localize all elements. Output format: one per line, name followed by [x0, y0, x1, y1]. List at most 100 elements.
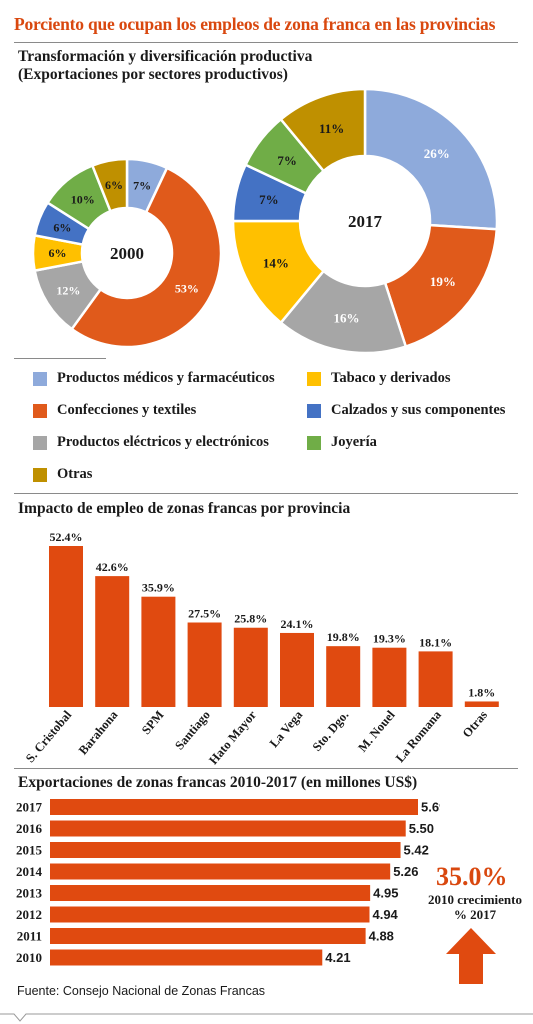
donut-2000-label-3: 6% [49, 246, 67, 260]
legend-label: Calzados y sus componentes [331, 402, 506, 418]
donut-2017-label-5: 7% [277, 153, 297, 168]
bar-value-label-6: 19.8% [327, 630, 360, 644]
donut-2000-label-4: 6% [53, 221, 71, 235]
legend-swatch [33, 371, 47, 386]
donut-2017-label-3: 14% [263, 255, 289, 270]
hbar-year-label-7: 2010 [16, 950, 42, 965]
bar-category-label-3: Santiago [172, 708, 213, 753]
legend-swatch [307, 371, 321, 386]
section2-divider [14, 493, 518, 494]
donut-2000-label-5: 10% [71, 193, 95, 207]
bar-category-label-7: M. Nouel [355, 708, 398, 755]
bar-8 [418, 651, 453, 707]
legend-item: Productos médicos y farmacéuticos [33, 370, 275, 387]
donut-2017-label-2: 16% [334, 310, 360, 325]
bar-5 [280, 632, 314, 707]
donut-2000-label-0: 7% [133, 178, 151, 192]
hbar-1 [50, 820, 406, 837]
donut-2000: 7%53%12%6%6%10%6%2000 [31, 157, 223, 349]
legend-label: Productos eléctricos y electrónicos [57, 434, 269, 450]
section3-title: Exportaciones de zonas francas 2010-2017… [18, 774, 418, 791]
exports-bar-chart: 2017 5.69 2016 5.50 2015 5.42 2014 5.26 2013 4.95… [16, 799, 440, 966]
bar-value-label-3: 27.5% [188, 607, 221, 621]
bar-category-label-8: La Romana [393, 707, 445, 765]
bar-4 [233, 627, 268, 707]
bar-value-label-4: 25.8% [234, 612, 267, 626]
hbar-value-label-7: 4.21 [325, 950, 350, 965]
growth-arrow-icon [446, 928, 496, 984]
bar-6 [326, 646, 361, 707]
legend-label: Tabaco y derivados [331, 370, 451, 386]
donut-2000-label-6: 6% [105, 178, 123, 192]
bar-category-label-2: SPM [139, 708, 167, 737]
hbar-value-label-3: 5.26 [393, 864, 418, 879]
legend-item: Productos eléctricos y electrónicos [33, 434, 269, 451]
page-title: Porciento que ocupan los empleos de zona… [14, 14, 496, 34]
section1-title: Transformación y diversificación product… [18, 48, 313, 65]
hbar-year-label-5: 2012 [16, 907, 42, 922]
donut-2017-slice-0 [363, 87, 499, 231]
bar-category-label-1: Barahona [76, 707, 121, 757]
bar-value-label-1: 42.6% [96, 560, 129, 574]
bar-3 [187, 622, 222, 707]
legend-item: Joyería [307, 434, 377, 451]
legend-divider [14, 358, 106, 359]
donut-2017-slice-1 [383, 223, 499, 349]
hbar-year-label-3: 2014 [16, 864, 43, 879]
legend-swatch [33, 403, 47, 418]
hbar-year-label-2: 2015 [16, 843, 43, 858]
hbar-value-label-1: 5.50 [409, 821, 434, 836]
growth-caption-line2: % 2017 [453, 907, 497, 922]
hbar-year-label-0: 2017 [16, 800, 43, 815]
section3-divider [14, 768, 518, 769]
hbar-value-label-5: 4.94 [372, 907, 398, 922]
legend-label: Otras [57, 466, 93, 482]
legend-label: Confecciones y textiles [57, 402, 197, 418]
bar-category-label-5: La Vega [267, 707, 306, 750]
hbar-7 [50, 949, 323, 966]
bar-0 [49, 546, 83, 707]
hbar-value-label-4: 4.95 [373, 886, 398, 901]
section1-subtitle: (Exportaciones por sectores productivos) [18, 66, 288, 83]
hbar-6 [50, 928, 366, 944]
legend-item: Confecciones y textiles [33, 402, 196, 419]
legend-swatch [307, 435, 321, 450]
donut-2017-center-label: 2017 [348, 212, 383, 231]
bar-value-label-0: 52.4% [50, 530, 83, 544]
legend-swatch [307, 403, 321, 418]
legend-label: Productos médicos y farmacéuticos [57, 370, 275, 386]
bar-7 [372, 647, 407, 707]
bar-2 [141, 596, 176, 707]
bar-category-label-4: Hato Mayor [206, 708, 259, 765]
donut-2017-label-6: 11% [319, 121, 344, 136]
hbar-year-label-4: 2013 [16, 886, 43, 901]
donut-2017-label-0: 26% [424, 146, 450, 161]
bar-value-label-7: 19.3% [373, 632, 406, 646]
legend-swatch [33, 435, 47, 450]
legend-item: Otras [33, 466, 92, 483]
bar-1 [95, 576, 130, 707]
legend-item: Tabaco y derivados [307, 370, 451, 387]
legend-swatch [33, 467, 47, 482]
hbar-4 [50, 885, 371, 901]
title-divider [14, 42, 518, 43]
bar-value-label-2: 35.9% [142, 581, 175, 595]
donut-2000-label-1: 53% [175, 282, 199, 296]
hbar-5 [50, 906, 370, 923]
hbar-0 [50, 799, 418, 815]
donut-2000-slice-1 [70, 166, 223, 349]
bar-category-label-0: S. Cristobal [23, 708, 75, 765]
donut-2000-label-2: 12% [56, 283, 80, 297]
donut-2017-label-1: 19% [430, 274, 456, 289]
hbar-year-label-1: 2016 [16, 821, 43, 836]
bar-category-label-9: Otras [460, 708, 490, 741]
hbar-value-label-0: 5.69 [421, 800, 440, 815]
hbar-value-label-2: 5.42 [404, 843, 429, 858]
bar-9 [464, 701, 499, 707]
donut-2017: 26% 19% 16% 14% 7% 7% 11% 2017 [231, 87, 499, 355]
province-bar-chart: 52.4% S. Cristobal 42.6% Barahona 35.9% SPM 27… [23, 530, 499, 765]
bar-value-label-8: 18.1% [419, 635, 452, 649]
hbar-value-label-6: 4.88 [369, 929, 394, 944]
legend-label: Joyería [331, 434, 377, 450]
donut-charts: 7%53%12%6%6%10%6%2000 26%19%16%14%7%7%11… [31, 87, 499, 355]
